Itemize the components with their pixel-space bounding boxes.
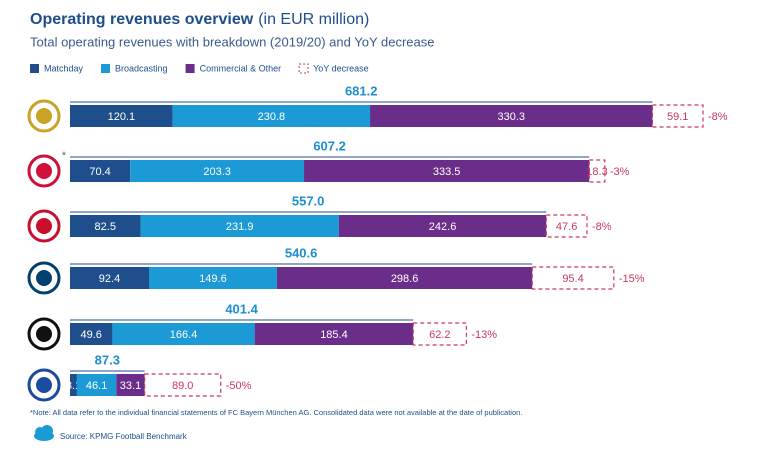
segment-label: 92.4 (99, 273, 120, 285)
bar-segment (70, 374, 77, 396)
bar-segment (370, 105, 653, 127)
bar-segment (112, 323, 255, 345)
row-note: * (62, 151, 66, 162)
chart-title: Operating revenues overview (30, 11, 254, 28)
legend-swatch (298, 63, 309, 74)
total-label: 87.3 (95, 352, 120, 367)
club-logo-inner (36, 218, 52, 234)
legend-label: YoY decrease (313, 63, 369, 73)
yoy-change-label: -15% (619, 273, 645, 285)
decrease-box (588, 159, 606, 183)
segment-label: 149.6 (199, 273, 227, 285)
yoy-change-label: -13% (471, 329, 497, 341)
total-label: 557.0 (292, 193, 325, 208)
bar-segment (276, 267, 533, 289)
bar-segment (254, 323, 414, 345)
yoy-change-label: -8% (592, 221, 612, 233)
total-label: 681.2 (345, 83, 378, 98)
total-label: 607.2 (313, 138, 346, 153)
legend-label: Matchday (44, 63, 84, 73)
decrease-box (651, 104, 704, 128)
bar-segment (76, 374, 117, 396)
footnote: *Note: All data refer to the individual … (30, 408, 522, 417)
bar-segment (140, 215, 339, 237)
bar-segment (70, 105, 173, 127)
decrease-box (531, 266, 615, 290)
club-logo-inner (36, 163, 52, 179)
club-logo-inner (36, 270, 52, 286)
decrease-label: 89.0 (172, 380, 193, 392)
segment-label: 120.1 (108, 111, 136, 123)
segment-label: 166.4 (170, 329, 198, 341)
source-icon (34, 425, 54, 441)
club-logo-inner (36, 377, 52, 393)
bar-segment (172, 105, 371, 127)
segment-label: 82.5 (95, 221, 116, 233)
bar-segment (304, 160, 590, 182)
bar-segment (70, 323, 113, 345)
segment-label: 298.6 (391, 273, 419, 285)
segment-label: 333.5 (433, 166, 461, 178)
segment-label: 49.6 (80, 329, 101, 341)
segment-label: 185.4 (320, 329, 348, 341)
club-logo-inner (36, 326, 52, 342)
legend-label: Broadcasting (115, 63, 168, 73)
decrease-label: 62.2 (429, 329, 450, 341)
legend-swatch (101, 64, 111, 73)
total-label: 401.4 (225, 301, 258, 316)
decrease-label: 59.1 (667, 111, 688, 123)
chart-subtitle: Total operating revenues with breakdown … (30, 34, 435, 49)
bar-segment (70, 215, 141, 237)
segment-label: 242.6 (429, 221, 457, 233)
chart-title-group: Operating revenues overview (in EUR milli… (30, 11, 369, 28)
bar-segment (149, 267, 277, 289)
chart-title-unit: (in EUR million) (258, 11, 369, 28)
decrease-box (545, 214, 588, 238)
bar-segment (70, 160, 131, 182)
segment-label: 33.1 (120, 380, 141, 392)
bar-segment (338, 215, 547, 237)
bar-segment (70, 267, 150, 289)
segment-label: 203.3 (203, 166, 231, 178)
legend-label: Commercial & Other (200, 63, 282, 73)
yoy-change-label: -8% (708, 111, 728, 123)
segment-label: 46.1 (86, 380, 107, 392)
segment-label: 231.9 (226, 221, 254, 233)
yoy-change-label: -3% (610, 166, 630, 178)
decrease-label: 18.3 (586, 166, 607, 178)
segment-label: 70.4 (89, 166, 110, 178)
yoy-change-label: -50% (226, 380, 252, 392)
decrease-box (144, 373, 222, 397)
legend-swatch (185, 64, 195, 73)
decrease-label: 95.4 (562, 273, 583, 285)
segment-label: 330.3 (497, 111, 525, 123)
decrease-label: 47.6 (556, 221, 577, 233)
source: Source: KPMG Football Benchmark (60, 432, 188, 441)
club-logo-inner (36, 108, 52, 124)
total-label: 540.6 (285, 245, 318, 260)
bar-segment (116, 374, 145, 396)
decrease-box (412, 322, 468, 346)
bar-segment (130, 160, 305, 182)
legend-swatch (30, 64, 39, 73)
segment-label: 230.8 (258, 111, 286, 123)
